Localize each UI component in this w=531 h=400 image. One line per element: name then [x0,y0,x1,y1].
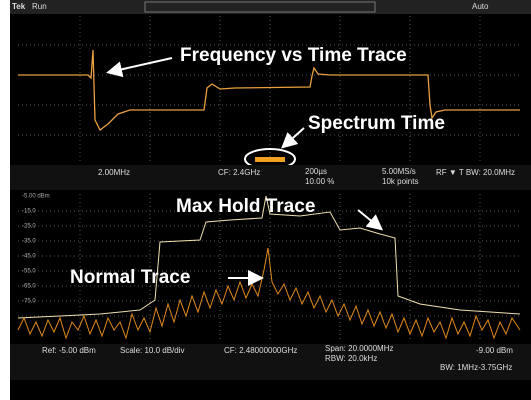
sample-rate: 5.00MS/s [382,167,416,176]
header-bar [10,0,531,14]
y-tick-label: -55.0 [22,269,36,275]
input-bandwidth: BW: 1MHz-3.75GHz [440,363,512,372]
y-tick-label: -5.00 dBm [22,194,50,200]
record-points: 10k points [382,177,418,186]
spectrum-grid [18,194,520,342]
y-tick-label: -35.0 [22,239,36,245]
annotation-arrow [281,127,305,149]
brand: Tek [12,2,26,11]
ref-level: Ref: -5.00 dBm [42,346,96,355]
annotation-arrow [357,209,384,231]
spectrum-scale: Scale: 10.0 dB/div [120,346,184,355]
time-position: 10.00 % [305,177,334,186]
annotation: Frequency vs Time Trace [180,45,407,66]
spectrum-time-marker [255,157,285,162]
annotation: Max Hold Trace [176,196,315,217]
time-grid [18,16,520,163]
spectrum-y-labels: -5.00 dBm -15.0 -25.0 -35.0 -45.0 -55.0 -65.0 -… [22,194,50,305]
trigger-level: -9.00 dBm [476,346,513,355]
time-center: CF: 2.4GHz [218,168,260,177]
normal-trace [17,247,521,340]
time-per-div: 200µs [305,167,327,176]
max-hold-trace [17,195,521,319]
time-status-bar [10,165,531,190]
y-tick-label: -45.0 [22,254,36,260]
record-view [144,1,376,13]
span: Span: 20.0000MHz [325,344,394,353]
y-tick-label: -75.0 [22,299,36,305]
y-tick-label: -65.0 [22,284,36,290]
trigger-mode: Auto [472,2,489,11]
center-frequency: CF: 2.48000000GHz [224,346,297,355]
y-tick-label: -25.0 [22,224,36,230]
time-scale: 2.00MHz [98,168,130,177]
annotation: Normal Trace [70,267,190,288]
frequency-trace [18,49,520,131]
spectrum-status-bar [10,344,531,380]
annotation-arrow [106,57,173,78]
rf-bandwidth: RF ▼ T BW: 20.0MHz [436,168,515,177]
annotation: Spectrum Time [308,113,445,134]
y-tick-label: -15.0 [22,209,36,215]
run-state: Run [32,2,47,11]
rbw: RBW: 20.0kHz [325,354,377,363]
